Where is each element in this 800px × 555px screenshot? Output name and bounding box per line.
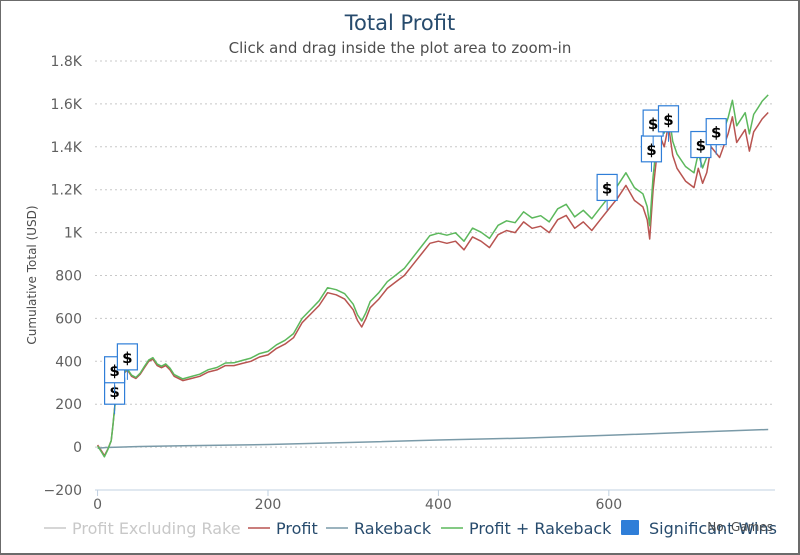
series-line-profit-rakeback[interactable] — [96, 94, 769, 458]
svg-text:$: $ — [648, 115, 658, 133]
svg-text:Profit Excluding Rake: Profit Excluding Rake — [72, 519, 241, 538]
legend-item-profit[interactable]: Profit — [248, 519, 318, 538]
y-tick-label: 1.4K — [51, 140, 83, 156]
y-tick-label: −200 — [44, 483, 82, 499]
x-axis-ticks: 0 200 400 600 — [93, 490, 622, 513]
x-tick-label: 0 — [93, 497, 102, 513]
legend-item-profit-excluding-rake[interactable]: Profit Excluding Rake — [44, 519, 241, 538]
y-tick-label: 200 — [55, 397, 82, 413]
svg-text:Significant Wins: Significant Wins — [649, 519, 777, 538]
y-tick-label: 600 — [55, 311, 82, 327]
y-tick-label: 400 — [55, 354, 82, 370]
grid-lines — [95, 60, 775, 448]
svg-text:$: $ — [602, 179, 612, 197]
significant-win-flag[interactable]: $ — [657, 105, 680, 142]
legend-item-rakeback[interactable]: Rakeback — [326, 519, 432, 538]
y-tick-label: 1K — [64, 226, 83, 242]
significant-win-flag[interactable]: $ — [640, 135, 663, 172]
legend: Profit Excluding Rake Profit Rakeback Profi… — [44, 519, 777, 538]
svg-text:$: $ — [122, 349, 132, 367]
svg-text:Rakeback: Rakeback — [354, 519, 432, 538]
x-tick-label: 600 — [595, 497, 622, 513]
y-tick-label: 1.2K — [51, 183, 83, 199]
y-tick-label: 1.6K — [51, 97, 83, 113]
svg-text:Profit + Rakeback: Profit + Rakeback — [469, 519, 612, 538]
y-axis-label: Cumulative Total (USD) — [25, 205, 39, 344]
chart-title: Total Profit — [344, 11, 456, 35]
series-line-profit[interactable] — [96, 111, 769, 457]
legend-item-profit-rakeback[interactable]: Profit + Rakeback — [441, 519, 612, 538]
svg-text:$: $ — [711, 124, 721, 142]
svg-text:$: $ — [646, 141, 656, 159]
svg-text:$: $ — [663, 111, 673, 129]
chart-subtitle: Click and drag inside the plot area to z… — [228, 39, 572, 57]
x-tick-label: 400 — [425, 497, 452, 513]
y-tick-label: 800 — [55, 269, 82, 285]
y-tick-label: 0 — [73, 440, 82, 456]
significant-win-flag[interactable]: $ — [116, 343, 138, 380]
significant-win-flag[interactable]: $ — [705, 118, 727, 155]
significant-wins-flags: $$$$$$ $$$ — [103, 105, 727, 415]
y-tick-label: 1.8K — [51, 54, 83, 70]
series-line-rakeback[interactable] — [97, 428, 769, 449]
svg-text:Profit: Profit — [276, 519, 318, 538]
y-axis-ticks: −200 0 200 400 600 800 1K 1.2K 1.4K 1.6K 1.8K — [44, 54, 83, 499]
significant-win-flag[interactable]: $ — [596, 173, 618, 211]
legend-item-significant-wins[interactable]: Significant Wins — [621, 519, 777, 538]
svg-text:$: $ — [696, 137, 706, 155]
x-axis-label: No. Games — [707, 520, 773, 534]
svg-text:$: $ — [109, 362, 119, 380]
x-tick-label: 200 — [255, 497, 282, 513]
series-lines — [96, 94, 769, 458]
